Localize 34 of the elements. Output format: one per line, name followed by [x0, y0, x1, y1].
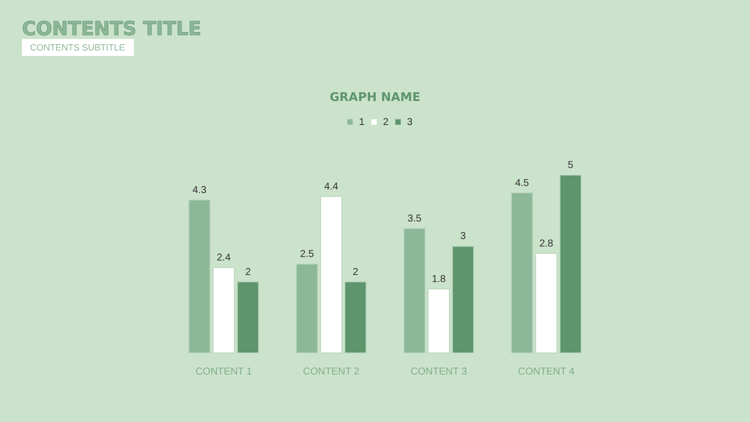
- data-label: 1.8: [432, 274, 446, 285]
- x-tick-label: CONTENT 1: [195, 366, 252, 378]
- bar: [535, 252, 558, 354]
- text: GRAPH NAME: [330, 90, 420, 104]
- x-tick-label: CONTENT 4: [518, 366, 575, 378]
- bar: [428, 288, 450, 354]
- bar: [236, 281, 260, 354]
- bar: [188, 199, 211, 354]
- text: CONTENTS SUBTITLE: [30, 42, 126, 52]
- bar: [403, 228, 426, 354]
- x-tick-label: CONTENT 2: [302, 366, 360, 378]
- data-label: 5: [568, 160, 574, 171]
- chart-title: CONTENTS TITLE: [22, 18, 202, 40]
- bar: [296, 264, 318, 354]
- data-label: 4.5: [515, 178, 530, 189]
- x-tick-label: CONTENT 3: [410, 366, 468, 378]
- data-label: 2.4: [216, 252, 232, 264]
- bar: [320, 196, 342, 354]
- legend-label: 3: [407, 117, 413, 128]
- data-label: 2.8: [539, 238, 554, 250]
- bar: [344, 281, 367, 354]
- legend-label: 1: [359, 117, 365, 128]
- data-label: 3: [460, 231, 466, 242]
- data-label: 2.5: [300, 249, 314, 260]
- bar: [452, 246, 474, 354]
- data-label: 3.5: [408, 213, 422, 224]
- bar: [212, 267, 235, 354]
- data-label: 4.3: [192, 184, 207, 196]
- data-label: 2: [352, 266, 359, 278]
- bar: [559, 174, 582, 354]
- data-label: 2: [245, 266, 252, 278]
- bar: [510, 192, 534, 354]
- data-label: 4.4: [324, 181, 339, 192]
- legend-label: 2: [383, 117, 389, 128]
